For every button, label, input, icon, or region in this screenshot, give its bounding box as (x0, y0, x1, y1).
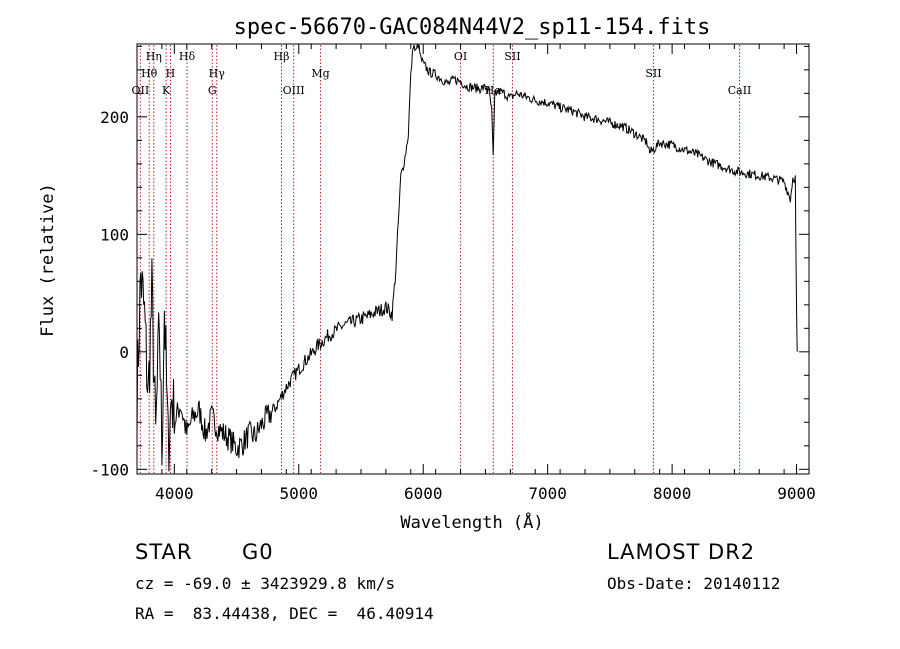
plot-frame (136, 43, 810, 475)
y-tick-label: 100 (100, 225, 129, 244)
spectral-line-label: OI (454, 50, 467, 63)
x-tick-label: 9000 (777, 484, 816, 503)
spectrum-series (136, 43, 798, 472)
x-tick-label: 7000 (528, 484, 567, 503)
spectral-line-label: G (208, 84, 217, 97)
object-class: STAR (135, 540, 193, 564)
x-tick-label: 5000 (280, 484, 319, 503)
survey-label: LAMOST DR2 (607, 540, 756, 564)
spectral-line-label: Hη (146, 50, 162, 63)
axis-ticks: 4000 5000 6000 7000 8000 9000 -100 0 100 200 (90, 44, 816, 503)
y-tick-label: -100 (90, 460, 129, 479)
chart-title: spec-56670-GAC084N44V2_sp11-154.fits (234, 15, 711, 40)
spectral-line-label: SII (504, 50, 520, 63)
spectral-line-label: OIII (283, 84, 305, 97)
x-tick-label: 4000 (155, 484, 194, 503)
observation-date: Obs-Date: 20140112 (607, 574, 781, 593)
redshift-text: cz = -69.0 ± 3423929.8 km/s (135, 574, 396, 593)
y-tick-label: 0 (119, 343, 129, 362)
x-axis-label: Wavelength (Å) (400, 511, 543, 533)
y-axis-label: Flux (relative) (38, 183, 58, 337)
spectral-line-label: Mg (311, 67, 329, 80)
spectral-line-label: K (162, 84, 171, 97)
y-tick-label: 200 (100, 108, 129, 127)
spectral-line-label: OII (132, 84, 150, 97)
spectral-line-label: SII (645, 67, 661, 80)
spectral-line-label: Hβ (274, 50, 290, 63)
spectral-line-label: H (166, 67, 176, 80)
spectral-line-label: Hθ (141, 67, 158, 80)
spectral-line-label: Hγ (209, 67, 226, 80)
coordinates-text: RA = 83.44438, DEC = 46.40914 (135, 604, 434, 623)
x-tick-label: 6000 (404, 484, 443, 503)
spectral-line-label: CaII (728, 84, 752, 97)
object-subclass: G0 (242, 540, 274, 564)
spectral-line-label: Hδ (179, 50, 196, 63)
x-tick-label: 8000 (653, 484, 692, 503)
